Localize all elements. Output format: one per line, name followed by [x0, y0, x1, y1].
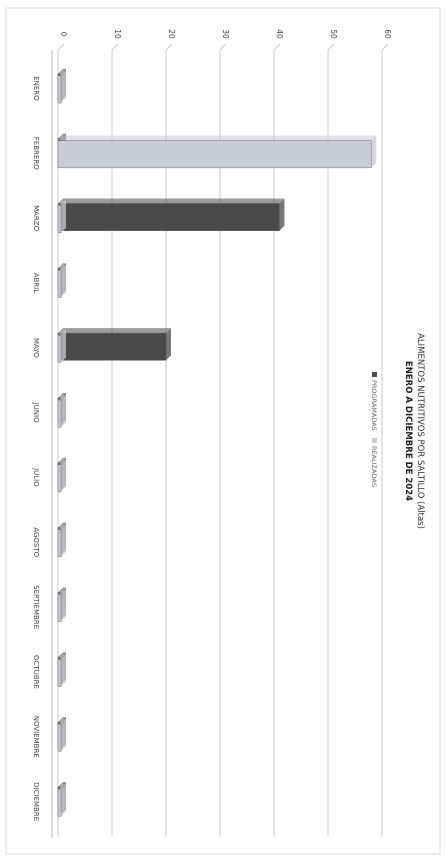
bar	[57, 198, 285, 231]
y-tick-label: 50	[329, 29, 338, 39]
bar	[57, 200, 66, 233]
x-tick-label: ABRIL	[32, 273, 40, 294]
bar	[57, 654, 66, 687]
bar	[57, 70, 66, 104]
chart-subtitle: ENERO A DICIEMBRE DE 2024	[403, 361, 413, 501]
plot-area: 0 10 20 30 40 50 60 ENERO FEBRERO MARZO ABRIL MAYO J…	[32, 29, 392, 838]
gridline-tick	[219, 43, 227, 51]
legend-item: REALIZADAS	[370, 438, 378, 487]
chart-border	[5, 7, 441, 855]
gridline-tick	[57, 43, 65, 51]
gridline-tick	[111, 43, 119, 51]
bar	[57, 135, 377, 169]
legend-item: PROGRAMADAS	[370, 372, 378, 431]
x-tick-label: NOVIEMBRE	[32, 716, 40, 758]
bar	[57, 783, 66, 817]
chart-title: ALIMENTOS NUTRITIVOS POR SALTILLO (Altas…	[415, 333, 425, 529]
bar	[57, 719, 66, 752]
chart-titles: ALIMENTOS NUTRITIVOS POR SALTILLO (Altas…	[403, 333, 425, 529]
x-tick-label: AGOSTO	[32, 527, 40, 557]
legend-label: REALIZADAS	[370, 446, 378, 487]
gridline-tick	[273, 43, 281, 51]
bar	[57, 328, 171, 361]
chart-legend: PROGRAMADAS REALIZADAS	[370, 372, 378, 487]
y-tick-label: 0	[59, 32, 68, 37]
x-tick-label: JULIO	[32, 467, 40, 487]
y-tick-label: 40	[275, 29, 284, 39]
gridline-tick	[381, 43, 389, 51]
x-tick-label: DICIEMBRE	[32, 782, 40, 821]
x-tick-label: SEPTIEMBRE	[32, 585, 40, 629]
x-tick-label: MAYO	[32, 338, 40, 358]
bar	[57, 394, 66, 428]
gridline-tick	[165, 43, 173, 51]
x-tick-label: MARZO	[32, 205, 40, 231]
bar	[57, 459, 66, 493]
x-tick-label: ENERO	[32, 76, 40, 101]
y-tick-label: 30	[221, 29, 230, 39]
bar	[57, 589, 66, 622]
x-tick-label: JUNIO	[32, 402, 40, 423]
y-tick-label: 60	[383, 29, 392, 39]
legend-label: PROGRAMADAS	[370, 380, 378, 431]
x-tick-label: FEBRERO	[32, 137, 40, 170]
y-tick-label: 10	[113, 29, 122, 39]
bar	[57, 330, 66, 363]
y-tick-label: 20	[167, 29, 176, 39]
gridline-tick	[327, 43, 335, 51]
x-tick-label: OCTUBRE	[32, 655, 40, 689]
bar	[57, 524, 66, 558]
bar	[57, 265, 66, 298]
